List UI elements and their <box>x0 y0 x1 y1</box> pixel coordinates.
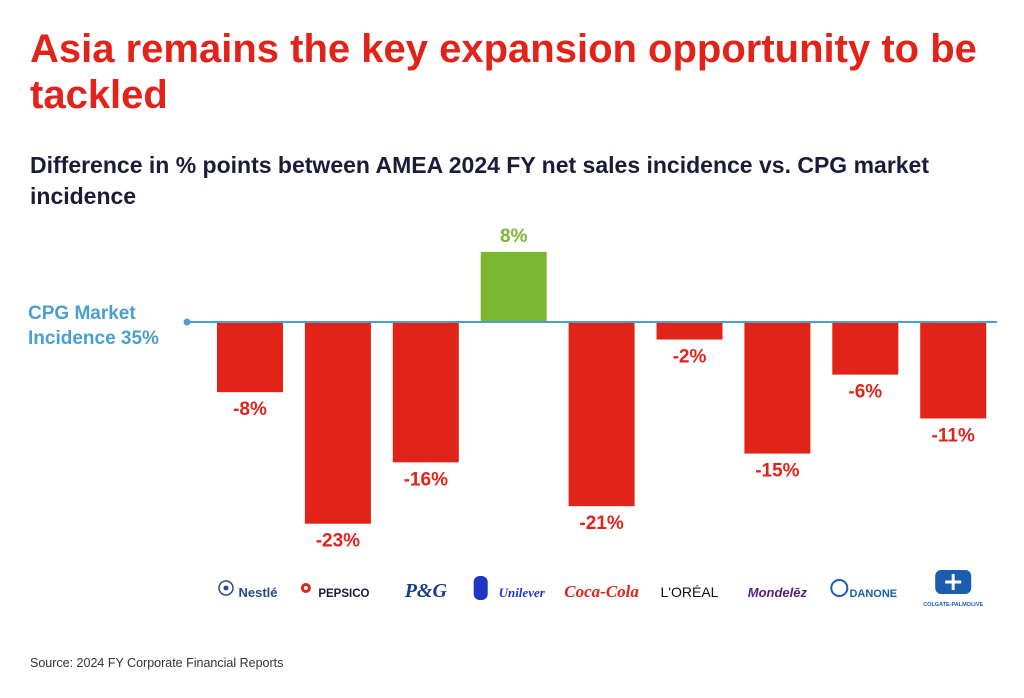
svg-text:L'ORÉAL: L'ORÉAL <box>661 584 719 600</box>
data-label-6: -2% <box>673 347 707 368</box>
bar-1 <box>217 322 283 393</box>
data-label-4: 8% <box>500 226 528 247</box>
source-note: Source: 2024 FY Corporate Financial Repo… <box>30 656 284 670</box>
svg-text:Coca-Cola: Coca-Cola <box>564 582 639 601</box>
reference-line-label: CPG Market Incidence 35% <box>28 303 159 349</box>
loreal-logo-icon: L'ORÉAL <box>661 584 719 600</box>
reference-line-dot <box>183 318 191 326</box>
bar-3 <box>392 322 459 463</box>
bar-7 <box>744 322 811 454</box>
bar-2 <box>304 322 371 524</box>
logos-group: Nestlé PEPSICO P&G Unilever Coca-Cola L'ORÉAL… <box>218 570 984 608</box>
data-label-3: -16% <box>404 469 448 490</box>
bar-9 <box>920 322 987 419</box>
bar-5 <box>568 322 635 507</box>
coca-cola-logo-icon: Coca-Cola <box>564 582 639 601</box>
bar-6 <box>656 322 723 340</box>
data-label-8: -6% <box>848 382 882 403</box>
svg-text:DANONE: DANONE <box>849 588 897 600</box>
colgate-logo-icon: COLGATE-PALMOLIVE <box>923 570 984 608</box>
data-label-9: -11% <box>932 425 975 446</box>
unilever-logo-icon: Unilever <box>473 576 546 600</box>
pepsico-logo-icon: PEPSICO <box>300 583 370 600</box>
svg-text:Nestlé: Nestlé <box>238 585 277 600</box>
bars-group <box>217 251 987 524</box>
svg-text:PEPSICO: PEPSICO <box>318 588 369 600</box>
bar-4 <box>480 251 547 322</box>
bar-8 <box>832 322 899 375</box>
data-labels-group: -8% -23% -16% 8% -21% -2% -15% -6% -11% <box>233 226 975 552</box>
nestle-logo-icon: Nestlé <box>218 580 278 600</box>
svg-text:COLGATE-PALMOLIVE: COLGATE-PALMOLIVE <box>923 602 983 608</box>
data-label-2: -23% <box>316 531 360 552</box>
data-label-7: -15% <box>755 461 799 482</box>
svg-text:Unilever: Unilever <box>499 585 546 600</box>
mondelez-logo-icon: Mondelēz <box>748 585 808 600</box>
reference-line-group <box>183 318 997 326</box>
svg-text:Mondelēz: Mondelēz <box>748 585 808 600</box>
data-label-5: -21% <box>579 513 623 534</box>
pg-logo-icon: P&G <box>404 580 448 602</box>
svg-text:P&G: P&G <box>404 580 448 602</box>
danone-logo-icon: DANONE <box>830 579 897 600</box>
data-label-1: -8% <box>233 399 267 420</box>
chart-title: Difference in % points between AMEA 2024… <box>30 152 930 209</box>
headline: Asia remains the key expansion opportuni… <box>30 27 977 117</box>
